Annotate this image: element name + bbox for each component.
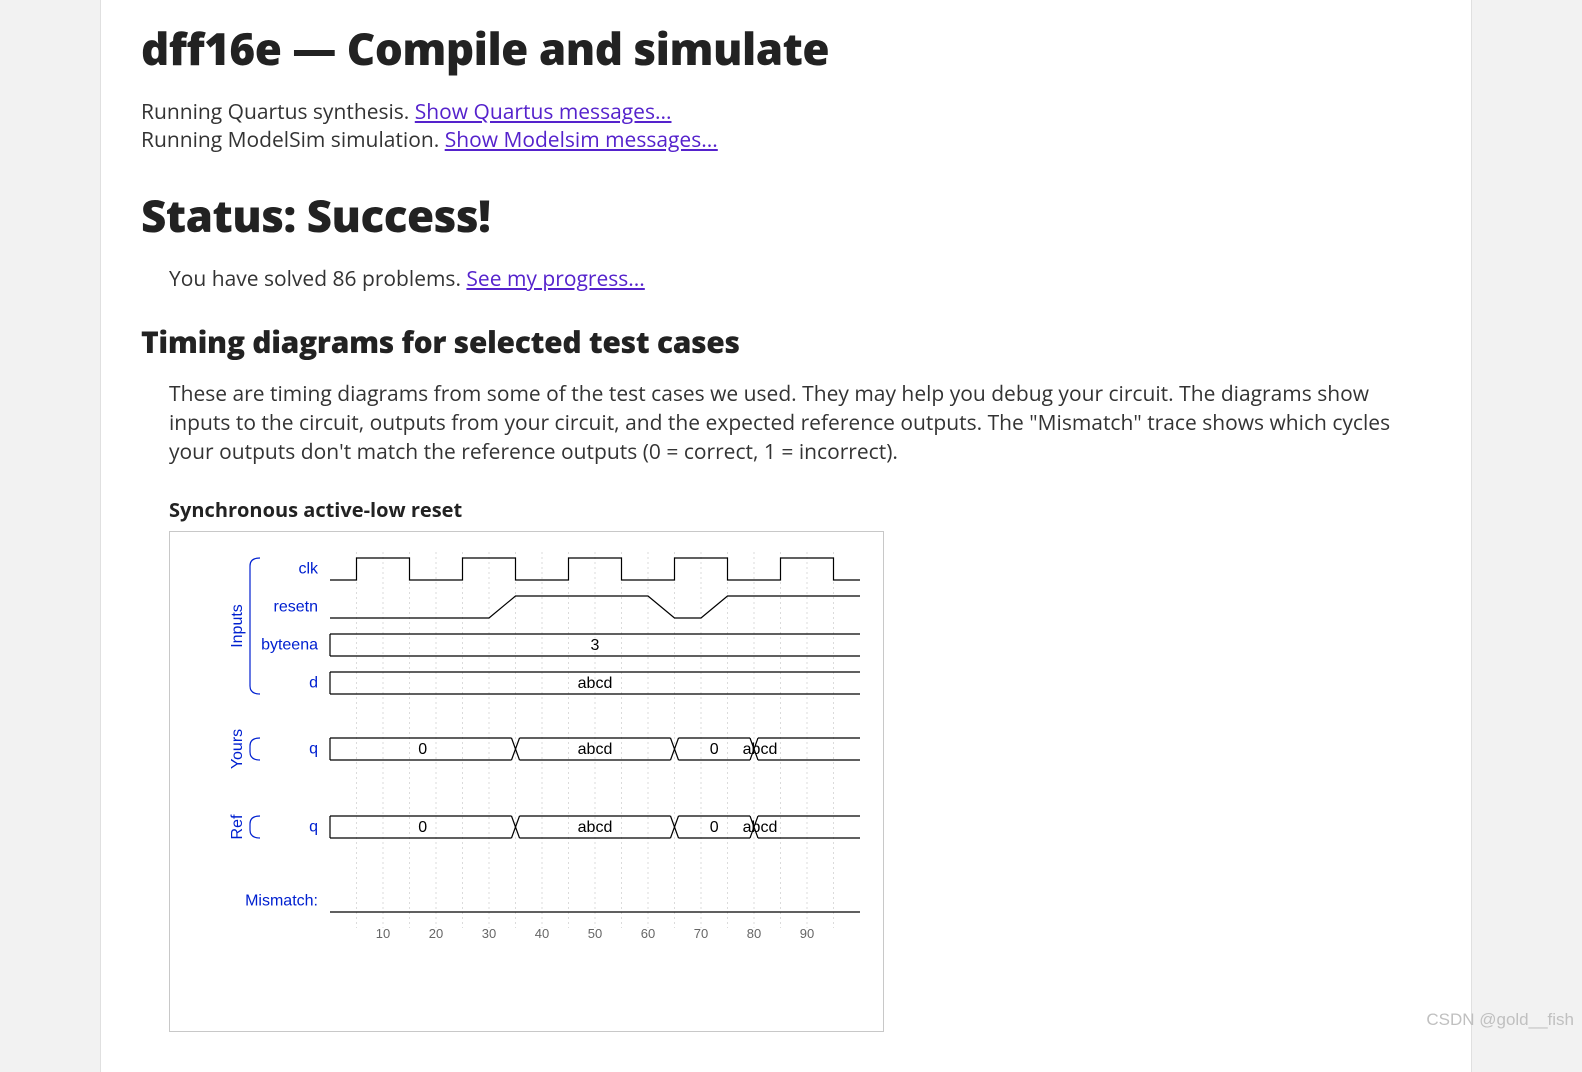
svg-text:30: 30 xyxy=(482,926,496,941)
solved-text: You have solved 86 problems. xyxy=(169,265,466,293)
timing-heading: Timing diagrams for selected test cases xyxy=(141,321,1431,362)
svg-text:40: 40 xyxy=(535,926,549,941)
svg-text:80: 80 xyxy=(747,926,761,941)
timing-diagram: Inputs Yours Ref clk resetn byteena 3 d abcd q 0 ab… xyxy=(170,538,870,1018)
svg-text:abcd: abcd xyxy=(578,675,613,692)
content-wrap: dff16e — Compile and simulate Running Qu… xyxy=(100,0,1472,1072)
modelsim-line: Running ModelSim simulation. Show Models… xyxy=(141,126,1431,154)
timing-desc: These are timing diagrams from some of t… xyxy=(141,380,1431,468)
svg-text:10: 10 xyxy=(376,926,390,941)
modelsim-text: Running ModelSim simulation. xyxy=(141,126,445,154)
svg-text:byteena: byteena xyxy=(261,636,318,653)
svg-text:60: 60 xyxy=(641,926,655,941)
svg-text:50: 50 xyxy=(588,926,602,941)
progress-link[interactable]: See my progress... xyxy=(466,265,644,293)
svg-text:d: d xyxy=(309,674,318,691)
svg-text:Ref: Ref xyxy=(229,814,246,839)
compile-messages: Running Quartus synthesis. Show Quartus … xyxy=(141,98,1431,155)
svg-text:clk: clk xyxy=(298,560,319,577)
svg-text:Yours: Yours xyxy=(229,729,246,769)
page-title: dff16e — Compile and simulate xyxy=(141,0,1431,78)
svg-text:q: q xyxy=(309,740,318,757)
svg-text:Inputs: Inputs xyxy=(229,604,246,648)
svg-text:q: q xyxy=(309,818,318,835)
svg-text:resetn: resetn xyxy=(274,598,318,615)
svg-text:90: 90 xyxy=(800,926,814,941)
status-heading: Status: Success! xyxy=(141,185,1431,245)
quartus-line: Running Quartus synthesis. Show Quartus … xyxy=(141,98,1431,126)
quartus-text: Running Quartus synthesis. xyxy=(141,98,415,126)
solved-line: You have solved 86 problems. See my prog… xyxy=(141,265,1431,293)
svg-text:abcd: abcd xyxy=(578,741,613,758)
svg-text:abcd: abcd xyxy=(743,819,778,836)
svg-text:70: 70 xyxy=(694,926,708,941)
svg-text:Mismatch:: Mismatch: xyxy=(245,892,318,909)
svg-text:abcd: abcd xyxy=(743,741,778,758)
svg-text:0: 0 xyxy=(710,741,719,758)
timing-diagram-box: Inputs Yours Ref clk resetn byteena 3 d abcd q 0 ab… xyxy=(169,531,884,1032)
svg-text:abcd: abcd xyxy=(578,819,613,836)
diagram-title: Synchronous active-low reset xyxy=(169,496,1431,523)
modelsim-link[interactable]: Show Modelsim messages... xyxy=(445,126,718,154)
svg-text:0: 0 xyxy=(418,819,427,836)
svg-text:3: 3 xyxy=(591,637,600,654)
quartus-link[interactable]: Show Quartus messages... xyxy=(415,98,672,126)
watermark: CSDN @gold__fish xyxy=(1426,1010,1574,1030)
svg-text:20: 20 xyxy=(429,926,443,941)
svg-text:0: 0 xyxy=(418,741,427,758)
svg-text:0: 0 xyxy=(710,819,719,836)
